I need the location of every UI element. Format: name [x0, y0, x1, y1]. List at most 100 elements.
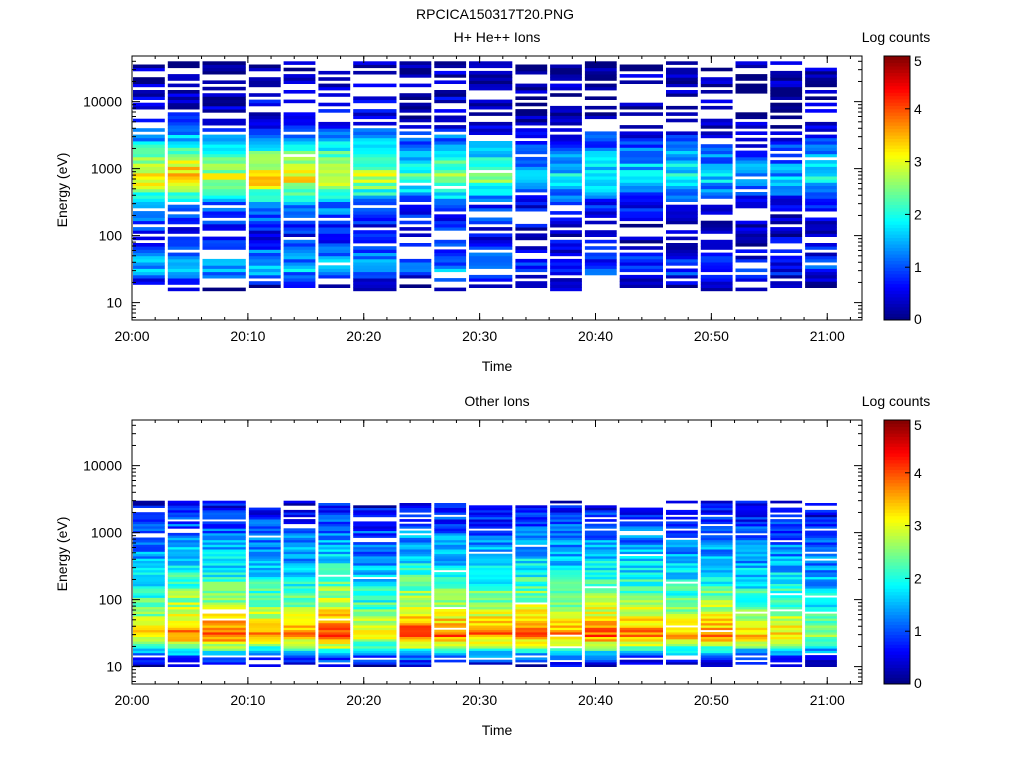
spectrogram-cell: [248, 611, 281, 614]
spectrogram-cell: [399, 583, 432, 587]
spectrogram-cell: [318, 271, 351, 276]
spectrogram-cell: [167, 236, 200, 241]
spectrogram-cell: [248, 211, 281, 215]
spectrogram-cell: [666, 141, 698, 145]
spectrogram-cell: [619, 507, 663, 511]
spectrogram-cell: [805, 521, 837, 525]
spectrogram-cell: [805, 281, 837, 285]
spectrogram-cell: [619, 655, 663, 658]
spectrogram-cell: [202, 166, 246, 171]
spectrogram-cell: [619, 641, 663, 644]
spectrogram-cell: [248, 632, 281, 635]
spectrogram-cell: [469, 274, 513, 279]
spectrogram-cell: [318, 645, 351, 649]
spectrogram-cell: [283, 588, 316, 591]
spectrogram-cell: [619, 514, 663, 518]
spectrogram-cell: [735, 86, 768, 91]
spectrogram-cell: [700, 530, 733, 534]
spectrogram-cell: [353, 581, 397, 584]
spectrogram-cell: [550, 176, 582, 180]
spectrogram-cell: [469, 204, 513, 209]
colorbar-segment: [884, 283, 910, 288]
colorbar-segment: [884, 548, 910, 553]
spectrogram-cell: [666, 556, 698, 559]
spectrogram-cell: [619, 509, 663, 513]
spectrogram-cell: [353, 655, 397, 658]
spectrogram-cell: [399, 93, 432, 97]
spectrogram-cell: [550, 160, 582, 164]
spectrogram-cell: [805, 618, 837, 621]
colorbar-segment: [884, 486, 910, 490]
colorbar-segment: [884, 221, 910, 225]
spectrogram-cell: [434, 223, 467, 228]
spectrogram-cell: [283, 519, 316, 522]
panel-title: H+ He++ Ions: [454, 29, 541, 45]
spectrogram-cell: [248, 565, 281, 568]
spectrogram-cell: [133, 530, 165, 534]
x-tick-label: 20:40: [578, 328, 613, 344]
colorbar-tick-label: 2: [914, 570, 922, 586]
spectrogram-cell: [666, 532, 698, 536]
spectrogram-cell: [515, 620, 548, 624]
spectrogram-cell: [434, 147, 467, 151]
spectrogram-cell: [619, 67, 663, 72]
spectrogram-cell: [550, 572, 582, 575]
spectrogram-cell: [584, 659, 617, 663]
spectrogram-cell: [133, 567, 165, 571]
spectrogram-cell: [248, 643, 281, 647]
colorbar-segment: [884, 515, 910, 520]
spectrogram-cell: [133, 558, 165, 561]
spectrogram-cell: [202, 641, 246, 644]
spectrogram-cell: [434, 70, 467, 75]
colorbar-segment: [884, 631, 910, 635]
colorbar-segment: [884, 270, 910, 275]
spectrogram-cell: [469, 643, 513, 647]
spectrogram-cell: [805, 121, 837, 126]
spectrogram-cell: [318, 233, 351, 237]
spectrogram-cell: [515, 625, 548, 628]
spectrogram-cell: [770, 521, 803, 525]
spectrogram-cell: [248, 118, 281, 123]
spectrogram-cell: [735, 223, 768, 228]
spectrogram-cell: [133, 560, 165, 564]
spectrogram-cell: [515, 636, 548, 640]
spectrogram-cell: [805, 526, 837, 529]
spectrogram-cell: [248, 176, 281, 180]
spectrogram-cell: [318, 198, 351, 202]
spectrogram-cell: [619, 281, 663, 285]
spectrogram-cell: [318, 514, 351, 518]
spectrogram-cell: [283, 188, 316, 193]
spectrogram-cell: [550, 74, 582, 78]
spectrogram-cell: [735, 535, 768, 538]
spectrogram-cell: [584, 61, 617, 65]
spectrogram-cell: [619, 156, 663, 161]
spectrogram-cell: [735, 255, 768, 260]
spectrogram-cell: [318, 592, 351, 596]
colorbar-segment: [884, 155, 910, 159]
spectrogram-cell: [770, 519, 803, 522]
spectrogram-cell: [469, 638, 513, 642]
spectrogram-cell: [248, 553, 281, 557]
spectrogram-cell: [353, 211, 397, 215]
spectrogram-cell: [248, 217, 281, 222]
spectrogram-cell: [167, 192, 200, 196]
spectrogram-cell: [619, 153, 663, 158]
colorbar-segment: [884, 482, 910, 487]
spectrogram-cell: [666, 153, 698, 158]
spectrogram-cell: [283, 156, 316, 161]
spectrogram-cell: [770, 265, 803, 269]
spectrogram-cell: [318, 176, 351, 180]
spectrogram-cell: [167, 500, 200, 504]
spectrogram-cell: [770, 583, 803, 587]
spectrogram-cell: [318, 664, 351, 667]
spectrogram-cell: [550, 67, 582, 72]
spectrogram-cell: [434, 507, 467, 511]
spectrogram-cell: [805, 128, 837, 132]
spectrogram-cell: [399, 105, 432, 110]
spectrogram-cell: [619, 576, 663, 580]
spectrogram-cell: [318, 634, 351, 637]
spectrogram-cell: [550, 625, 582, 628]
spectrogram-cell: [550, 86, 582, 91]
spectrogram-cell: [770, 131, 803, 135]
